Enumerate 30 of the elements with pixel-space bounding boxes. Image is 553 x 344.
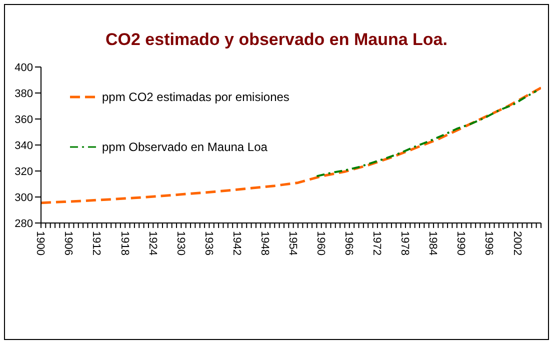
x-tick-label: 1900 xyxy=(34,231,46,256)
x-tick-label: 1942 xyxy=(230,231,242,256)
x-tick-label: 1912 xyxy=(90,231,102,256)
x-tick-label: 1966 xyxy=(342,231,355,256)
x-tick-label: 1990 xyxy=(454,231,467,256)
line-series xyxy=(316,90,538,178)
y-tick-label: 340 xyxy=(14,140,33,152)
x-tick-label: 1978 xyxy=(398,231,411,256)
legend-label: ppm CO2 estimadas por emisiones xyxy=(102,90,290,104)
x-tick-label: 1906 xyxy=(62,231,74,256)
x-tick-label: 1954 xyxy=(286,231,298,256)
y-tick-label: 280 xyxy=(14,218,33,230)
x-tick-label: 1936 xyxy=(202,231,214,256)
x-tick-label: 1948 xyxy=(258,231,270,256)
x-tick-label: 2002 xyxy=(510,231,523,256)
x-tick-label: 1918 xyxy=(118,231,130,256)
x-tick-label: 1996 xyxy=(482,231,495,256)
x-tick-label: 1960 xyxy=(314,231,327,256)
line-series xyxy=(41,86,541,204)
legend-label: ppm Observado en Mauna Loa xyxy=(102,140,268,154)
y-tick-label: 360 xyxy=(14,114,33,126)
x-tick-label: 1984 xyxy=(426,231,439,256)
x-tick-label: 1930 xyxy=(174,231,186,256)
x-tick-label: 1972 xyxy=(370,231,383,256)
y-tick-label: 320 xyxy=(14,166,33,178)
y-tick-label: 380 xyxy=(14,88,33,100)
y-tick-label: 300 xyxy=(14,192,33,204)
chart-title: CO2 estimado y observado en Mauna Loa. xyxy=(104,30,448,50)
x-tick-label: 1924 xyxy=(146,231,158,256)
y-tick-label: 400 xyxy=(14,62,33,74)
